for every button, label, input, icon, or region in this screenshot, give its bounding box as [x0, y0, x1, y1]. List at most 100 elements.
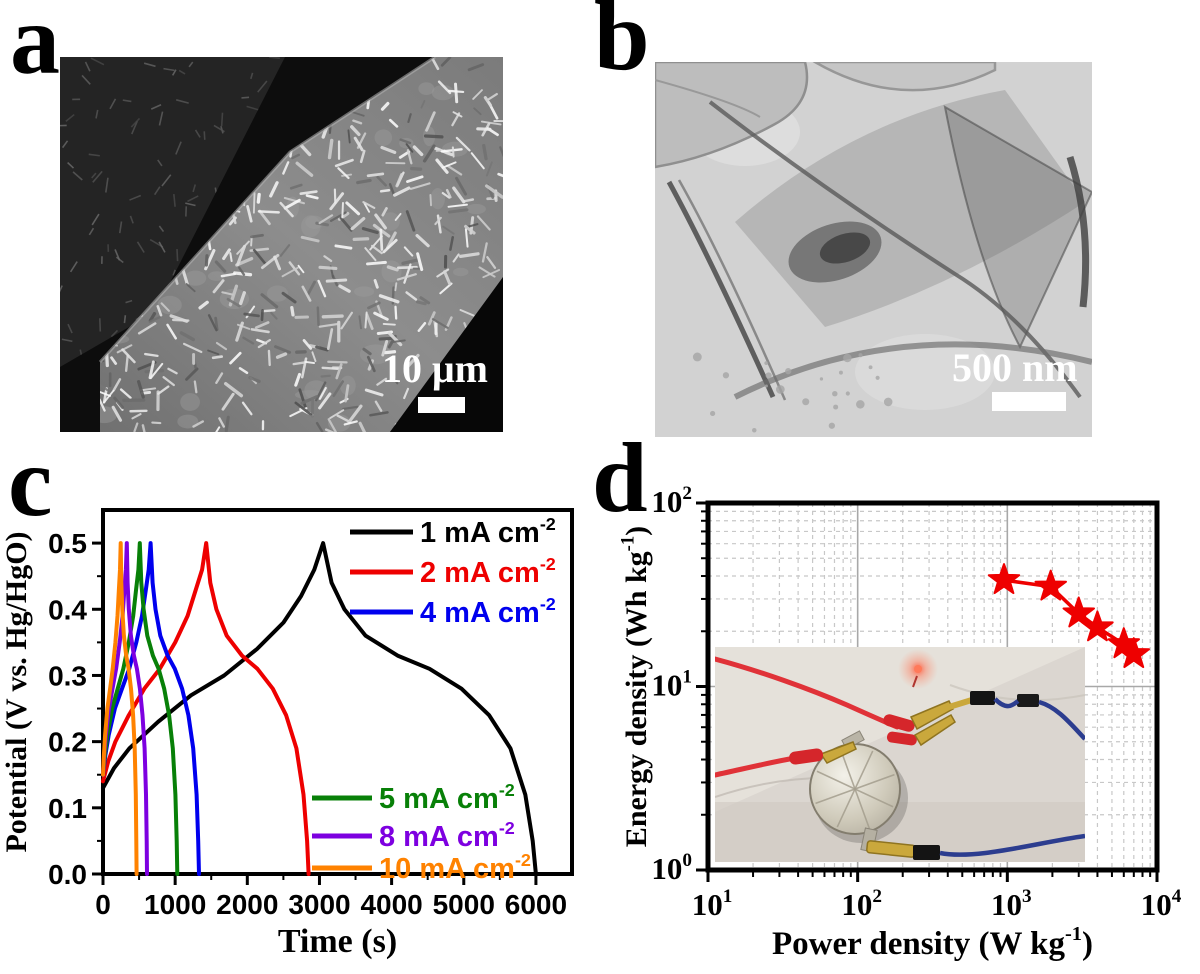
sem-flake: [248, 376, 261, 383]
sem-flake: [410, 166, 423, 171]
sem-flake: [100, 398, 106, 412]
sem-flake: [204, 254, 209, 267]
sem-flake: [423, 134, 444, 139]
sem-flake: [294, 372, 302, 387]
sem-flake: [318, 392, 332, 410]
sem-flake: [162, 376, 175, 387]
tem-image-panel: 500 nm: [655, 62, 1092, 437]
sem-flake: [396, 265, 418, 270]
sem-flake: [334, 244, 353, 250]
gcd-plot: 0 1000 2000 3000 4000 5000 6000 0.0 0.1 0.2 0.3 0.4…: [0, 508, 574, 960]
sem-flake: [173, 193, 176, 207]
gcd-chart: 0 1000 2000 3000 4000 5000 6000 0.0 0.1 0.2 0.3 0.4…: [0, 508, 574, 960]
sem-fiber-edge: [98, 57, 436, 364]
x-tick-label: 5000: [433, 889, 495, 920]
sem-flake: [417, 321, 427, 332]
sem-flake: [103, 389, 115, 404]
tem-sheet: [812, 62, 997, 92]
sem-flake: [464, 224, 476, 235]
tem-fold: [666, 180, 776, 399]
sem-flake: [434, 216, 442, 226]
sem-flake: [100, 380, 109, 392]
sem-flake: [260, 309, 264, 322]
sem-flake: [481, 242, 488, 263]
legend-item: 5 mA cm-2: [312, 780, 515, 815]
sem-flake: [109, 98, 117, 110]
sem-flake: [352, 237, 370, 242]
sem-flake: [376, 377, 388, 386]
sem-flake: [345, 201, 361, 216]
sem-flake: [281, 266, 299, 278]
sem-flake: [192, 184, 197, 193]
sem-dark-corner: [390, 277, 503, 432]
sem-flake: [379, 188, 391, 193]
sem-flake: [279, 244, 291, 257]
sem-flake: [337, 167, 350, 180]
sem-flake: [169, 314, 189, 323]
tem-dot: [832, 390, 838, 397]
tem-dot: [764, 384, 768, 388]
sem-flake: [295, 161, 314, 177]
sem-flake: [470, 152, 485, 170]
sem-flake: [306, 280, 317, 297]
sem-flake: [221, 291, 234, 296]
ragone-yaxis-title: Energy density (Wh kg-1): [617, 526, 653, 847]
y-tick-label: 0.2: [48, 727, 87, 758]
sem-flake: [241, 401, 253, 416]
sem-flake: [415, 234, 430, 248]
sem-flake: [153, 186, 161, 196]
sem-flake: [376, 175, 387, 187]
sem-flake: [175, 141, 182, 155]
sem-flake: [462, 198, 475, 203]
legend-item: 4 mA cm-2: [350, 594, 556, 629]
sem-flake: [381, 207, 388, 217]
sem-flake: [161, 174, 172, 187]
sem-blob: [381, 260, 402, 283]
sem-flake: [452, 111, 463, 118]
sem-flake: [185, 367, 199, 381]
sem-flake: [419, 296, 431, 305]
sem-flake: [157, 159, 163, 167]
sem-flake: [298, 388, 307, 409]
sem-flake: [283, 196, 306, 205]
sem-flake: [403, 246, 414, 257]
sem-flake: [246, 205, 253, 223]
sem-flake: [374, 213, 387, 230]
sem-flake: [386, 231, 397, 250]
sem-blob: [180, 393, 200, 411]
sem-flake: [250, 328, 270, 334]
sem-flake: [148, 312, 157, 323]
sem-flake: [118, 221, 123, 234]
sem-flake: [429, 194, 432, 207]
tem-fold: [677, 179, 787, 401]
sem-flake: [386, 265, 399, 272]
sem-flake: [300, 235, 320, 243]
sem-flake: [473, 107, 482, 116]
sem-flake: [144, 352, 159, 358]
sem-flake: [387, 331, 403, 347]
sem-flake: [464, 228, 469, 248]
sem-blob: [430, 188, 445, 210]
sem-flake: [144, 368, 165, 374]
sem-flake: [129, 194, 142, 201]
sem-flake: [257, 210, 280, 214]
sem-flake: [158, 111, 164, 126]
tem-dot: [883, 397, 893, 407]
sem-blob: [177, 414, 199, 429]
sem-flake: [60, 285, 63, 299]
tem-dot: [692, 352, 702, 362]
sem-flake: [163, 67, 175, 72]
sem-flake: [315, 221, 329, 227]
legend-label: 4 mA cm-2: [420, 594, 556, 629]
sem-flake: [443, 270, 452, 286]
sem-flake: [405, 291, 418, 301]
sem-flake: [316, 306, 320, 327]
sem-flake: [394, 305, 398, 320]
sem-flake: [356, 178, 372, 185]
y-tick-label: 0.3: [48, 660, 87, 691]
sem-flake: [252, 248, 267, 266]
y-tick-label: 100: [651, 850, 692, 886]
sem-flake: [116, 344, 133, 354]
sem-flake: [243, 312, 260, 318]
sem-flake: [405, 353, 420, 369]
